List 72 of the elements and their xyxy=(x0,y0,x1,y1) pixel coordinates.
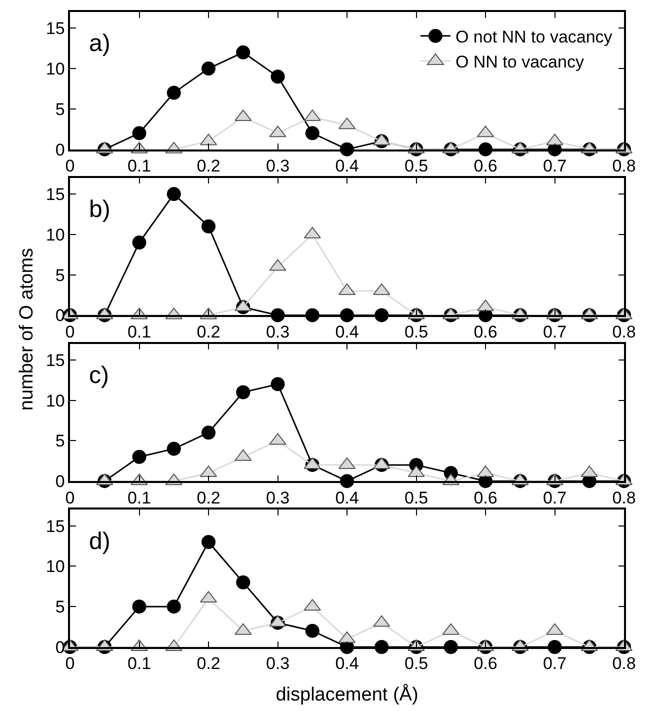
annotation: d) xyxy=(89,528,110,555)
y-tick-label: 5 xyxy=(55,100,65,119)
x-tick-label: 0.8 xyxy=(612,488,636,508)
x-tick-label: 0.1 xyxy=(127,322,152,342)
y-tick-label: 15 xyxy=(46,350,65,370)
y-tick-label: 0 xyxy=(55,306,65,326)
point xyxy=(166,600,181,614)
x-tick-label: 0.8 xyxy=(612,654,636,674)
point xyxy=(132,126,146,140)
y-tick-label: 10 xyxy=(46,225,65,244)
x-tick-label: 0.2 xyxy=(196,654,220,674)
y-tick-label: 10 xyxy=(46,557,65,576)
point xyxy=(270,377,285,392)
point xyxy=(305,126,320,140)
x-tick-label: 0.6 xyxy=(474,322,498,342)
point xyxy=(236,575,250,590)
x-tick-label: 0.7 xyxy=(542,488,567,508)
x-tick-label: 0.4 xyxy=(335,488,359,508)
x-tick-label: 0.4 xyxy=(335,654,359,674)
point xyxy=(166,86,181,100)
y-tick-label: 5 xyxy=(55,266,65,285)
x-tick-label: 0.5 xyxy=(404,322,428,342)
x-tick-label: 0.6 xyxy=(474,156,498,176)
x-tick-label: 0.3 xyxy=(266,654,290,674)
x-tick-label: 0.5 xyxy=(404,654,428,674)
point xyxy=(202,62,216,76)
x-tick-label: 0.6 xyxy=(474,654,498,674)
annotation: b) xyxy=(89,196,110,223)
point xyxy=(305,624,320,638)
y-tick-label: 15 xyxy=(46,185,65,204)
point xyxy=(202,534,216,549)
y-tick-label: 10 xyxy=(46,391,65,410)
point xyxy=(270,70,285,84)
x-tick-label: 0.1 xyxy=(127,654,152,674)
x-axis-title: displacement (Å) xyxy=(276,683,418,706)
legend-label: O not NN to vacancy xyxy=(455,28,613,47)
x-tick-label: 0.3 xyxy=(266,488,290,508)
point xyxy=(202,426,216,440)
y-tick-label: 15 xyxy=(46,516,65,536)
x-tick-label: 0.6 xyxy=(474,488,498,508)
x-tick-label: 0.2 xyxy=(196,156,220,176)
y-axis-title: number of O atoms xyxy=(16,248,38,411)
y-tick-label: 0 xyxy=(55,472,65,492)
x-tick-label: 0.5 xyxy=(404,488,428,508)
x-tick-label: 0.4 xyxy=(335,156,359,176)
y-tick-label: 5 xyxy=(55,598,65,617)
point xyxy=(132,450,146,464)
x-tick-label: 0.1 xyxy=(127,488,152,508)
x-tick-label: 0.1 xyxy=(127,156,152,176)
point xyxy=(236,385,250,400)
y-tick-label: 5 xyxy=(55,432,65,451)
x-tick-label: 0.8 xyxy=(612,156,636,176)
x-tick-label: 0.7 xyxy=(542,156,567,176)
x-tick-label: 0.5 xyxy=(404,156,428,176)
x-tick-label: 0.2 xyxy=(196,488,220,508)
x-tick-label: 0.3 xyxy=(266,322,290,342)
annotation: a) xyxy=(89,30,110,57)
point xyxy=(236,45,250,60)
y-tick-label: 0 xyxy=(55,140,65,160)
y-tick-label: 0 xyxy=(55,638,65,657)
annotation: c) xyxy=(89,362,109,389)
point xyxy=(166,442,181,456)
x-tick-label: 0.8 xyxy=(612,322,636,342)
y-tick-label: 10 xyxy=(46,59,65,78)
y-tick-label: 15 xyxy=(46,19,65,38)
point xyxy=(132,600,146,614)
x-tick-label: 0.4 xyxy=(335,322,359,342)
x-tick-label: 0.3 xyxy=(266,156,290,176)
x-tick-label: 0.7 xyxy=(542,322,567,342)
x-tick-label: 0.2 xyxy=(196,322,220,342)
x-tick-label: 0.7 xyxy=(542,654,567,674)
legend-label: O NN to vacancy xyxy=(455,52,584,72)
